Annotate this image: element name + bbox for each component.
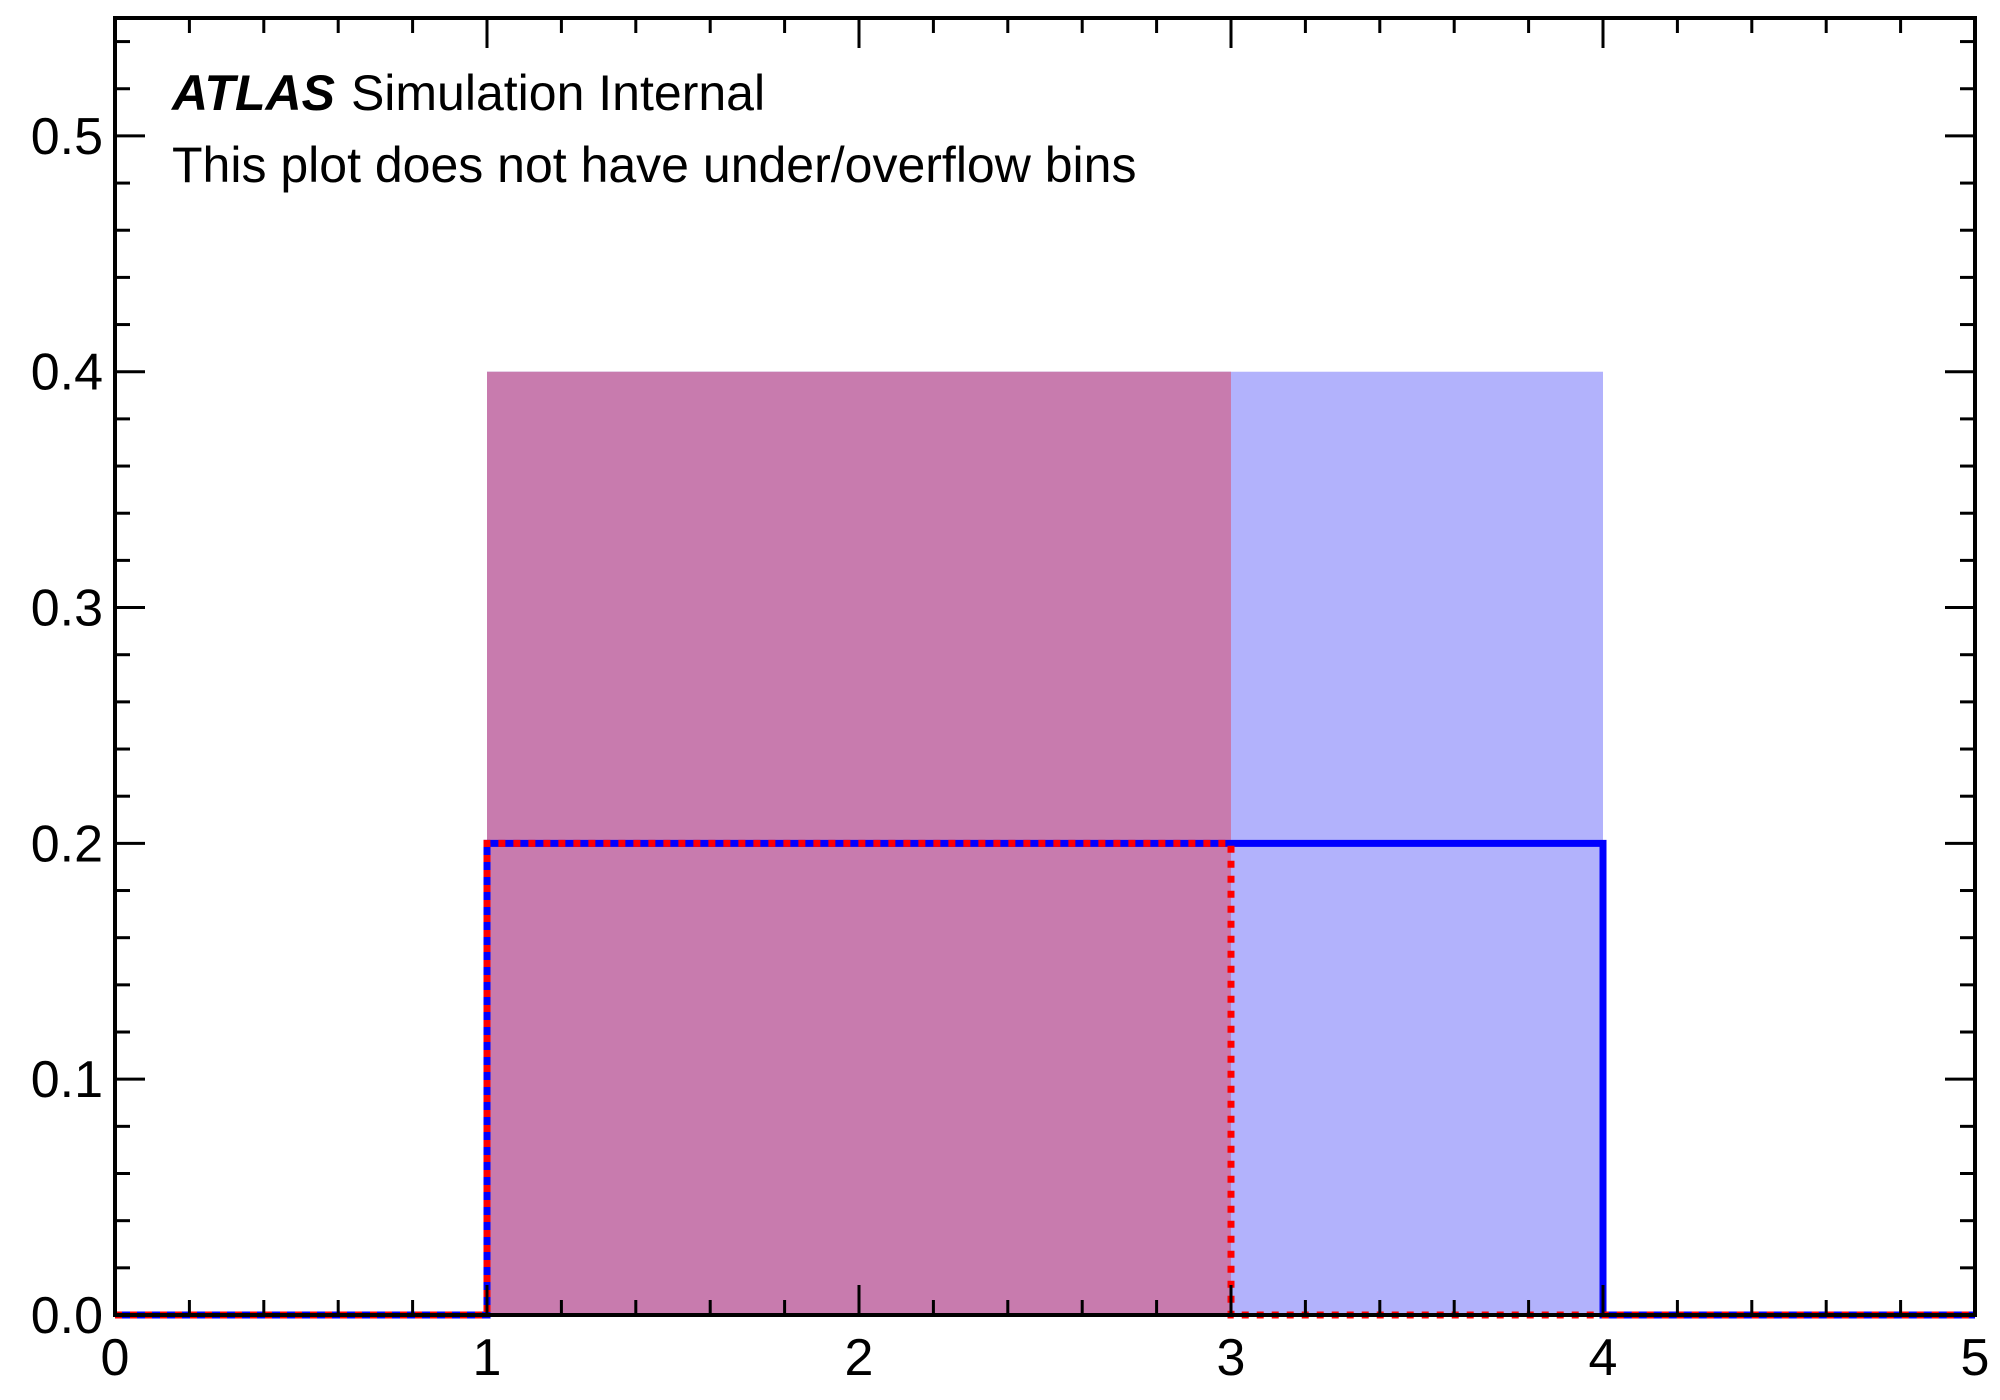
atlas-label-line: ATLAS Simulation Internal bbox=[170, 65, 765, 121]
x-tick-labels: 0 1 2 3 4 5 bbox=[101, 1329, 1990, 1387]
y-tick-label: 0.3 bbox=[31, 580, 103, 638]
atlas-label: ATLAS Simulation Internal This plot does … bbox=[170, 65, 1136, 193]
y-tick-label: 0.1 bbox=[31, 1051, 103, 1109]
y-tick-labels: 0.0 0.1 0.2 0.3 0.4 0.5 bbox=[31, 108, 103, 1345]
y-tick-label: 0.2 bbox=[31, 815, 103, 873]
atlas-status: Simulation Internal bbox=[351, 65, 765, 121]
x-tick-label: 0 bbox=[101, 1329, 130, 1387]
outline-histograms bbox=[115, 839, 1975, 1319]
x-tick-label: 5 bbox=[1961, 1329, 1990, 1387]
plot-note: This plot does not have under/overflow b… bbox=[172, 137, 1136, 193]
x-tick-label: 3 bbox=[1217, 1329, 1246, 1387]
x-tick-label: 2 bbox=[845, 1329, 874, 1387]
y-tick-label: 0.4 bbox=[31, 344, 103, 402]
x-tick-label: 1 bbox=[473, 1329, 502, 1387]
y-tick-label: 0.0 bbox=[31, 1287, 103, 1345]
y-tick-label: 0.5 bbox=[31, 108, 103, 166]
plot-frame bbox=[113, 16, 1977, 1317]
atlas-experiment: ATLAS bbox=[170, 65, 335, 121]
outline-red-dotted bbox=[115, 839, 1975, 1319]
x-tick-label: 4 bbox=[1589, 1329, 1618, 1387]
